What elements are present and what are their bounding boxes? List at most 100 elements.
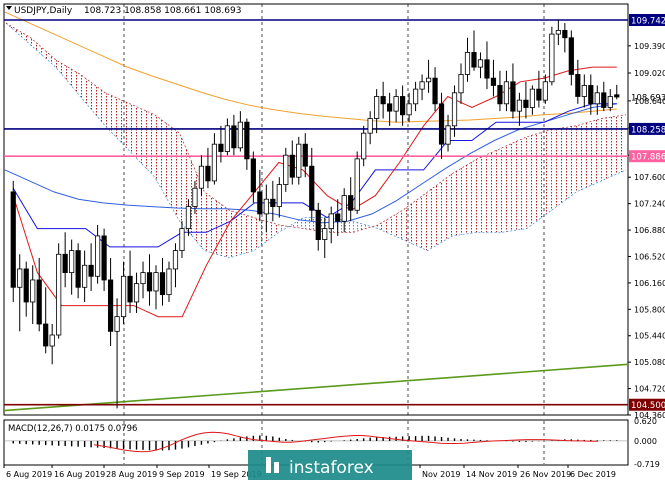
- candle: [185, 199, 192, 236]
- candle: [309, 147, 315, 222]
- candle-body: [159, 272, 166, 296]
- cloud-segment-2: [55, 59, 81, 97]
- candle: [231, 114, 237, 156]
- candle-body: [445, 125, 451, 145]
- candle-body: [335, 213, 341, 222]
- candle: [575, 59, 581, 104]
- candle-body: [166, 268, 172, 296]
- candle-body: [523, 99, 529, 108]
- cloud-segment-5: [130, 103, 155, 178]
- price-tick-label: 107.240: [634, 200, 665, 209]
- candle: [503, 70, 510, 112]
- candles[interactable]: [10, 19, 620, 409]
- candle: [445, 114, 451, 152]
- candle-body: [601, 92, 607, 108]
- candle: [361, 125, 367, 167]
- candle-body: [198, 165, 205, 189]
- candle: [10, 180, 16, 302]
- candle: [101, 228, 107, 291]
- cloud-segment-20: [502, 136, 527, 233]
- candle: [17, 254, 23, 332]
- candle: [224, 118, 230, 156]
- candle: [549, 26, 555, 86]
- candle-body: [367, 118, 373, 134]
- price-tick-label: 106.520: [634, 252, 665, 261]
- ichimoku-cloud: [5, 22, 627, 259]
- candle-body: [101, 235, 107, 281]
- candle-body: [477, 59, 484, 68]
- cloud-segment-22: [551, 125, 577, 211]
- candle: [393, 89, 399, 123]
- horizontal-levels[interactable]: [4, 19, 628, 406]
- candle-body: [244, 121, 250, 160]
- candle-body: [458, 74, 464, 94]
- candle-body: [36, 279, 42, 325]
- candle: [438, 92, 445, 159]
- candle: [62, 232, 68, 288]
- date-tick-label: 6 Dec 2019: [570, 470, 616, 479]
- candle-body: [374, 96, 380, 119]
- candle-body: [49, 334, 55, 347]
- cloud-segment-24: [601, 114, 626, 181]
- candle-body: [146, 272, 153, 292]
- candle-body: [250, 158, 256, 193]
- candle-body: [205, 165, 211, 182]
- cloud-segment-1: [30, 37, 56, 68]
- candle: [82, 250, 88, 302]
- moving-average-orange: [4, 11, 617, 123]
- date-tick-label: 19 Sep 2019: [211, 470, 262, 479]
- candle-body: [588, 85, 594, 105]
- candle: [315, 202, 321, 251]
- candle: [581, 74, 587, 108]
- cloud-segment-4: [105, 92, 130, 152]
- candle: [464, 37, 471, 82]
- candle: [250, 151, 256, 203]
- candle-body: [296, 143, 302, 178]
- cloud-segment-18: [452, 158, 478, 236]
- candle: [75, 243, 81, 299]
- cloud-segment-14: [353, 221, 378, 233]
- candle-body: [302, 143, 308, 167]
- candle-body: [283, 154, 289, 185]
- candle-body: [549, 33, 555, 83]
- candle: [568, 30, 574, 86]
- price-tick-label: 104.720: [634, 385, 665, 394]
- candle-body: [140, 272, 146, 285]
- candle-body: [562, 30, 568, 39]
- candle-body: [114, 316, 120, 332]
- candle: [43, 287, 49, 354]
- candle-body: [354, 158, 360, 211]
- candle-body: [192, 187, 198, 207]
- candle: [594, 85, 600, 115]
- candle: [536, 70, 542, 108]
- moving-average-blue: [4, 103, 617, 224]
- level-price-labels: 109.742 108.693 108.258 107.886 104.500: [629, 13, 665, 411]
- candle-body: [400, 96, 406, 116]
- macd-indicator: [4, 431, 628, 453]
- candle: [133, 272, 140, 313]
- candle: [374, 89, 380, 134]
- price-tick-label: 108.640: [634, 97, 665, 106]
- cloud-segment-15: [378, 210, 403, 240]
- price-tick-label: 107.600: [634, 173, 665, 182]
- candle-body: [529, 88, 535, 108]
- candle: [198, 155, 205, 196]
- cloud-segment-21: [526, 129, 552, 229]
- ohlc-readout: 108.723 108.858 108.661 108.693: [84, 6, 241, 16]
- candle-body: [471, 52, 477, 68]
- candle: [341, 188, 347, 233]
- candle: [406, 92, 412, 123]
- candle-body: [348, 195, 354, 211]
- candle-body: [153, 272, 159, 292]
- candle: [140, 261, 146, 299]
- cloud-segment-3: [80, 74, 106, 126]
- candle: [296, 136, 302, 185]
- candle-body: [322, 228, 328, 240]
- candle: [484, 41, 490, 90]
- candle-body: [88, 264, 94, 277]
- date-tick-label: 9 Sep 2019: [159, 470, 205, 479]
- candle-body: [185, 206, 192, 229]
- candle: [542, 74, 548, 104]
